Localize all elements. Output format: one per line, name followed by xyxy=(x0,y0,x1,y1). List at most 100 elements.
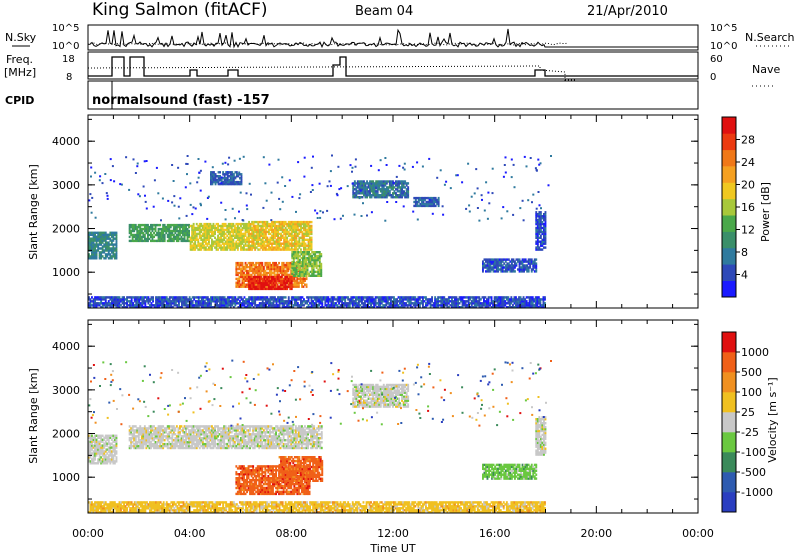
data-cell xyxy=(411,296,414,299)
data-cell xyxy=(278,281,280,284)
data-cell xyxy=(390,182,393,185)
data-cell xyxy=(495,266,498,269)
data-cell xyxy=(501,298,504,301)
data-cell xyxy=(281,222,284,226)
data-cell xyxy=(261,302,264,305)
data-cell xyxy=(488,266,490,269)
data-cell xyxy=(270,273,273,277)
data-cell xyxy=(308,260,310,264)
noise-cell xyxy=(439,169,442,172)
data-cell xyxy=(241,228,244,232)
data-cell xyxy=(398,186,400,189)
data-cell xyxy=(494,262,497,265)
data-cell xyxy=(399,196,402,199)
data-cell xyxy=(115,304,118,307)
data-cell xyxy=(375,184,378,187)
data-cell xyxy=(292,258,295,262)
data-cell xyxy=(232,232,235,236)
data-cell xyxy=(418,304,421,307)
data-cell xyxy=(413,204,416,208)
data-cell xyxy=(259,273,262,277)
data-cell xyxy=(231,175,234,178)
data-cell xyxy=(243,285,245,288)
data-cell xyxy=(281,242,284,245)
data-cell xyxy=(452,300,455,303)
data-cell xyxy=(422,198,425,202)
data-cell xyxy=(201,240,204,243)
data-cell xyxy=(454,298,456,301)
data-cell xyxy=(376,184,379,187)
data-cell xyxy=(103,302,106,305)
data-cell xyxy=(508,300,511,303)
data-cell xyxy=(303,228,305,232)
data-cell xyxy=(103,298,106,301)
data-cell xyxy=(387,194,390,197)
data-cell xyxy=(223,175,226,178)
data-cell xyxy=(203,228,206,232)
data-cell xyxy=(162,306,165,309)
data-cell xyxy=(226,304,229,307)
data-cell xyxy=(252,238,255,241)
data-cell xyxy=(519,296,522,299)
data-cell xyxy=(251,226,254,230)
data-cell xyxy=(384,188,387,191)
data-cell xyxy=(109,231,112,234)
noise-cell xyxy=(276,181,279,184)
data-cell xyxy=(197,304,200,307)
data-cell xyxy=(510,258,513,261)
data-cell xyxy=(156,296,159,299)
data-cell xyxy=(287,283,290,287)
data-cell xyxy=(180,237,183,241)
data-cell xyxy=(342,296,345,299)
data-cell xyxy=(271,226,273,230)
data-cell xyxy=(269,283,271,286)
noise-cell xyxy=(535,207,538,210)
data-cell xyxy=(91,245,93,248)
data-cell xyxy=(295,236,298,239)
data-cell xyxy=(309,238,311,241)
data-cell xyxy=(235,244,238,247)
data-cell xyxy=(185,300,188,303)
data-cell xyxy=(254,300,257,303)
data-cell xyxy=(382,186,385,189)
data-cell xyxy=(374,296,377,299)
data-cell xyxy=(210,304,212,307)
data-cell xyxy=(347,298,350,301)
data-cell xyxy=(243,232,245,236)
data-cell xyxy=(104,255,107,258)
data-cell xyxy=(130,304,133,307)
noise-cell xyxy=(456,174,459,177)
data-cell xyxy=(240,180,243,184)
data-cell xyxy=(235,267,238,271)
data-cell xyxy=(266,302,269,305)
data-cell xyxy=(536,300,539,303)
freq-trace xyxy=(88,56,698,77)
data-cell xyxy=(395,180,397,183)
data-cell xyxy=(275,279,277,282)
data-cell xyxy=(300,226,302,230)
data-cell xyxy=(290,269,293,273)
data-cell xyxy=(314,253,317,256)
data-cell xyxy=(191,300,194,303)
data-cell xyxy=(341,302,343,305)
data-cell xyxy=(89,255,92,258)
data-cell xyxy=(310,298,313,301)
data-cell xyxy=(376,192,379,195)
data-cell xyxy=(544,230,547,234)
data-cell xyxy=(186,233,189,237)
data-cell xyxy=(248,222,250,226)
data-cell xyxy=(236,232,239,236)
data-cell xyxy=(193,298,196,301)
data-cell xyxy=(143,235,146,239)
data-cell xyxy=(145,231,148,235)
data-cell xyxy=(320,264,323,268)
data-cell xyxy=(88,235,90,238)
data-cell xyxy=(398,194,400,197)
data-cell xyxy=(302,270,304,274)
data-cell xyxy=(539,217,542,220)
data-cell xyxy=(237,302,240,305)
data-cell xyxy=(271,230,273,234)
data-cell xyxy=(281,220,284,224)
data-cell xyxy=(112,237,115,240)
data-cell xyxy=(275,302,278,305)
